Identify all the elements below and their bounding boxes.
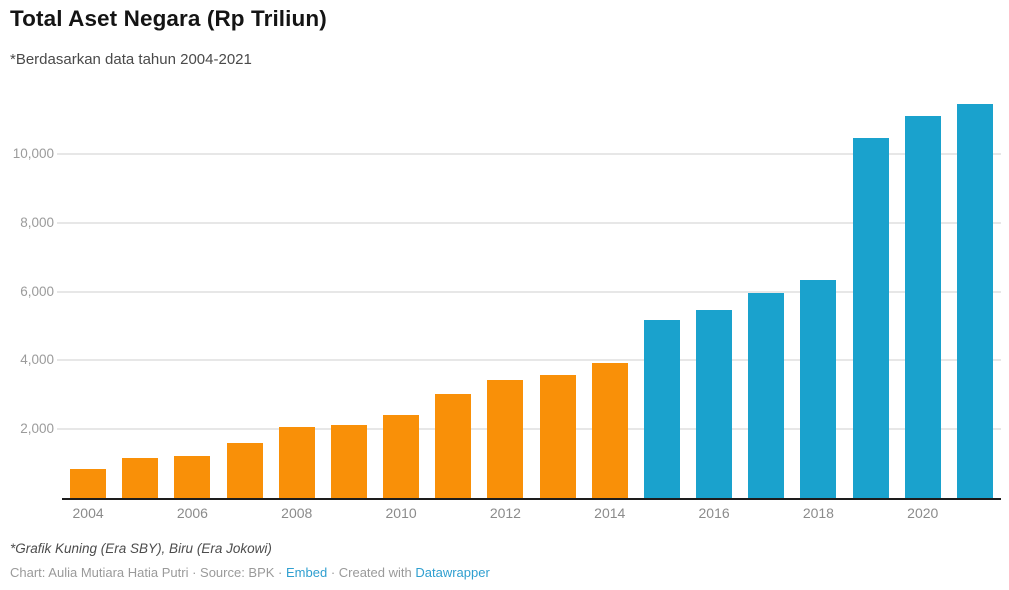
embed-link[interactable]: Embed — [286, 565, 328, 580]
bar-2009[interactable] — [330, 425, 367, 498]
chart-title: Total Aset Negara (Rp Triliun) — [10, 6, 327, 31]
bar-2010[interactable] — [383, 414, 420, 498]
x-axis-tick-label-2018: 2018 — [802, 505, 834, 521]
created-with-text: · Created with — [327, 565, 416, 580]
bar-2004[interactable] — [70, 469, 107, 498]
x-axis-tick-label-2020: 2020 — [907, 505, 939, 521]
y-axis-tick-label: 2,000 — [20, 421, 54, 437]
datawrapper-link[interactable]: Datawrapper — [415, 565, 490, 580]
x-axis-tick-label-2012: 2012 — [489, 505, 521, 521]
x-axis-tick-label-2006: 2006 — [176, 505, 208, 521]
x-axis-tick-label-2016: 2016 — [698, 505, 730, 521]
bar-2005[interactable] — [122, 457, 159, 498]
x-axis-tick-label-2008: 2008 — [281, 505, 313, 521]
x-axis-tick-label-2010: 2010 — [385, 505, 417, 521]
gridline-10000 — [57, 152, 1001, 155]
gridline-6000 — [57, 290, 1001, 293]
gridline-4000 — [57, 359, 1001, 362]
chart-subtitle: *Berdasarkan data tahun 2004-2021 — [10, 51, 252, 68]
x-axis-tick-label-2014: 2014 — [594, 505, 626, 521]
bar-2011[interactable] — [435, 394, 472, 498]
bar-2020[interactable] — [904, 115, 941, 498]
bar-2021[interactable] — [956, 103, 993, 498]
gridline-8000 — [57, 221, 1001, 224]
bar-2017[interactable] — [748, 293, 785, 498]
credit-text: Chart: Aulia Mutiara Hatia Putri · Sourc… — [10, 565, 286, 580]
bar-2016[interactable] — [696, 310, 733, 498]
bar-2006[interactable] — [174, 456, 211, 498]
bar-2012[interactable] — [487, 379, 524, 498]
y-axis-labels: 2,000 4,000 6,000 8,000 10,000 — [0, 85, 54, 498]
y-axis-tick-label: 8,000 — [20, 214, 54, 230]
bar-2015[interactable] — [643, 320, 680, 498]
y-axis-tick-label: 4,000 — [20, 352, 54, 368]
x-axis-tick-label-2004: 2004 — [72, 505, 104, 521]
bar-2007[interactable] — [226, 442, 263, 498]
attribution-line: Chart: Aulia Mutiara Hatia Putri · Sourc… — [10, 565, 490, 580]
bar-2008[interactable] — [278, 427, 315, 498]
gridline-2000 — [57, 428, 1001, 431]
x-axis-labels: 2004 2006 2008 2010 2012 2014 2016 2018 2020 — [62, 505, 1001, 523]
y-axis-tick-label: 6,000 — [20, 283, 54, 299]
plot-area — [57, 85, 1001, 500]
bar-2014[interactable] — [591, 363, 628, 498]
bar-2013[interactable] — [539, 375, 576, 498]
y-axis-tick-label: 10,000 — [12, 145, 54, 161]
bar-2018[interactable] — [800, 280, 837, 498]
chart-footnote: *Grafik Kuning (Era SBY), Biru (Era Joko… — [10, 541, 272, 556]
bar-2019[interactable] — [852, 137, 889, 498]
